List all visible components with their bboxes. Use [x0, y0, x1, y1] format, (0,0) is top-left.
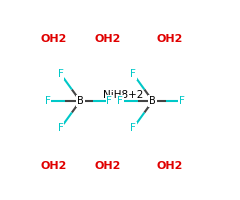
Text: B: B: [77, 96, 84, 106]
Text: OH2: OH2: [95, 34, 121, 44]
Text: F: F: [179, 96, 185, 106]
Text: OH2: OH2: [156, 161, 183, 171]
Text: F: F: [130, 69, 136, 79]
Text: F: F: [58, 69, 64, 79]
Text: OH2: OH2: [41, 34, 67, 44]
Text: F: F: [117, 96, 123, 106]
Text: B: B: [149, 96, 156, 106]
Text: F: F: [106, 96, 112, 106]
Text: NiH8+2: NiH8+2: [103, 90, 143, 100]
Text: F: F: [58, 123, 64, 133]
Text: OH2: OH2: [156, 34, 183, 44]
Text: F: F: [130, 123, 136, 133]
Text: OH2: OH2: [41, 161, 67, 171]
Text: OH2: OH2: [95, 161, 121, 171]
Text: F: F: [45, 96, 51, 106]
